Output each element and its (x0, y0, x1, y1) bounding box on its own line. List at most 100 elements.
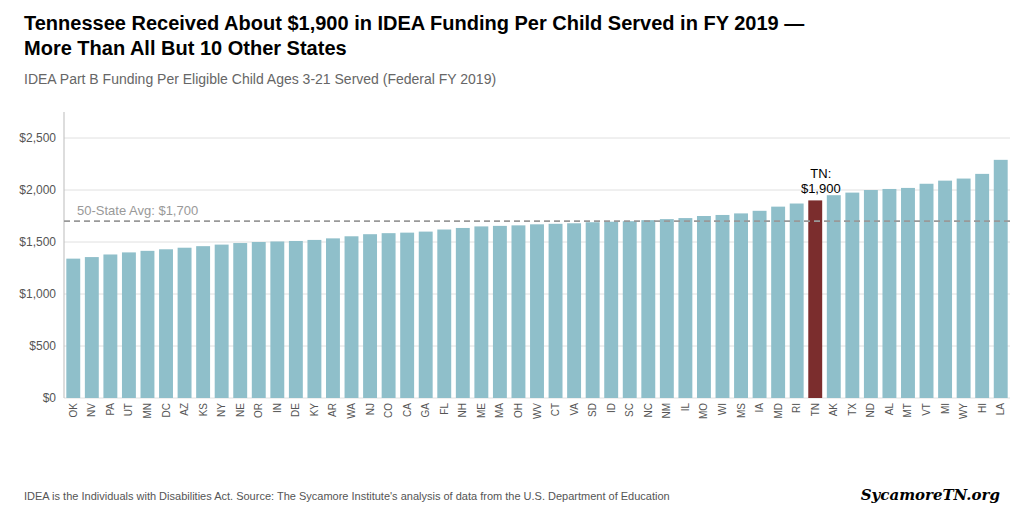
bar (474, 226, 488, 398)
bar (400, 233, 414, 398)
x-tick-label: IN (272, 403, 283, 413)
x-tick-label: WY (958, 403, 969, 419)
y-tick-label: $500 (29, 339, 56, 353)
x-tick-label: KS (198, 403, 209, 417)
x-tick-label: NC (643, 403, 654, 417)
y-tick-label: $0 (43, 391, 57, 405)
x-tick-label: AL (884, 403, 895, 416)
reference-line (64, 220, 1010, 222)
bar (511, 225, 525, 398)
x-tick-label: AK (828, 403, 839, 417)
bar (456, 228, 470, 398)
x-tick-label: MT (902, 403, 913, 417)
x-tick-label: MI (940, 403, 951, 414)
bar (289, 241, 303, 398)
x-tick-label: SD (587, 403, 598, 417)
bar (493, 226, 507, 398)
bar (363, 234, 377, 398)
x-tick-label: AR (327, 403, 338, 417)
x-tick-label: CT (550, 403, 561, 416)
bar (549, 224, 563, 398)
x-tick-label: FL (439, 403, 450, 415)
bar (920, 184, 934, 398)
bar (901, 188, 915, 398)
y-tick-label: $1,500 (19, 235, 56, 249)
x-tick-label: HI (977, 403, 988, 413)
bar (178, 248, 192, 398)
bar (845, 193, 859, 398)
bar (437, 230, 451, 398)
x-tick-label: UT (123, 403, 134, 416)
bar (623, 221, 637, 398)
bar (66, 259, 80, 398)
x-tick-label: CO (383, 403, 394, 418)
bar (994, 160, 1008, 398)
x-tick-label: MO (698, 403, 709, 419)
x-tick-label: GA (420, 403, 431, 418)
bar (196, 246, 210, 398)
subtitle: IDEA Part B Funding Per Eligible Child A… (24, 71, 496, 87)
x-tick-label: IL (680, 403, 691, 412)
x-tick-label: TN (810, 403, 821, 416)
x-tick-label: LA (995, 403, 1006, 416)
bar (159, 249, 173, 398)
x-tick-label: TX (847, 403, 858, 416)
x-tick-label: KY (309, 403, 320, 417)
x-tick-label: NV (86, 403, 97, 417)
bar (85, 257, 99, 398)
x-tick-label: MD (773, 403, 784, 419)
x-tick-label: NJ (365, 403, 376, 415)
bar (957, 179, 971, 398)
x-tick-label: NH (457, 403, 468, 417)
bar (753, 211, 767, 398)
reference-label: 50-State Avg: $1,700 (77, 203, 198, 218)
x-tick-label: VT (921, 403, 932, 416)
x-tick-label: AZ (179, 403, 190, 416)
footnote: IDEA is the Individuals with Disabilitie… (24, 490, 670, 502)
bar (103, 254, 117, 398)
bar (938, 181, 952, 398)
bar (141, 251, 155, 398)
bar (641, 220, 655, 398)
bar (382, 233, 396, 398)
bar (697, 216, 711, 398)
bars (66, 160, 1007, 398)
bar (678, 218, 692, 398)
bar (345, 236, 359, 398)
bar (567, 223, 581, 398)
title-line: More Than All But 10 Other States (24, 37, 347, 59)
bar (975, 174, 989, 398)
x-tick-label: ND (865, 403, 876, 417)
x-tick-label: OR (253, 403, 264, 418)
grid (64, 138, 1010, 398)
y-tick-label: $2,000 (19, 183, 56, 197)
x-tick-label: OH (513, 403, 524, 418)
title-line: Tennessee Received About $1,900 in IDEA … (24, 12, 804, 34)
x-tick-label: DE (290, 403, 301, 417)
bar (122, 252, 136, 398)
x-tick-label: MA (494, 403, 505, 418)
x-tick-label: MS (736, 403, 747, 418)
bar (660, 219, 674, 398)
bar (716, 215, 730, 398)
bar (252, 242, 266, 398)
bar (790, 204, 804, 398)
bar (419, 232, 433, 398)
bar (270, 241, 284, 398)
y-tick-label: $2,500 (19, 131, 56, 145)
bar (326, 238, 340, 398)
bar (215, 245, 229, 398)
x-tick-label: CA (402, 403, 413, 417)
bar (808, 200, 822, 398)
watermark: SycamoreTN.org (861, 486, 1000, 504)
x-tick-label: WI (717, 403, 728, 415)
x-tick-label: OK (68, 403, 79, 418)
annotation: TN:$1,900 (801, 166, 841, 196)
x-tick-label: NY (216, 403, 227, 417)
x-tick-label: NE (235, 403, 246, 417)
x-tick-label: ME (476, 403, 487, 418)
bar (586, 222, 600, 398)
x-tick-label: WV (532, 403, 543, 419)
x-tick-label: RI (791, 403, 802, 413)
y-axis-line (64, 112, 65, 398)
